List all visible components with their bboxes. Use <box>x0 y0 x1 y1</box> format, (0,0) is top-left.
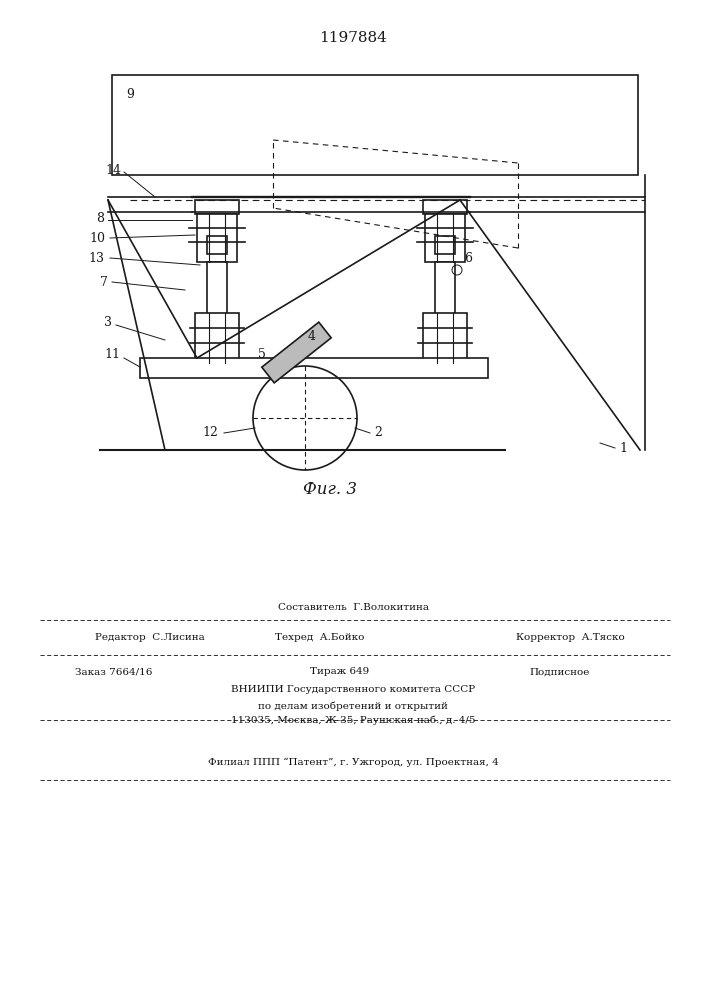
Text: Составитель  Г.Волокитина: Составитель Г.Волокитина <box>278 602 428 611</box>
Text: 6: 6 <box>464 251 472 264</box>
Text: по делам изобретений и открытий: по делам изобретений и открытий <box>258 701 448 711</box>
Text: 1197884: 1197884 <box>319 31 387 45</box>
Text: Фиг. 3: Фиг. 3 <box>303 482 357 498</box>
Polygon shape <box>262 322 331 383</box>
Bar <box>197 214 237 262</box>
Text: Техред  А.Бойко: Техред А.Бойко <box>275 634 365 643</box>
Text: ВНИИПИ Государственного комитета СССР: ВНИИПИ Государственного комитета СССР <box>231 686 475 694</box>
Bar <box>207 262 227 346</box>
Text: 1: 1 <box>619 442 627 454</box>
Text: 7: 7 <box>100 275 108 288</box>
Text: Тираж 649: Тираж 649 <box>310 668 370 676</box>
Text: 9: 9 <box>126 89 134 102</box>
Bar <box>140 358 488 378</box>
Text: 11: 11 <box>104 349 120 361</box>
Bar <box>425 214 465 262</box>
Bar <box>195 200 239 214</box>
Text: 113035, Москва, Ж-35, Раушская наб., д. 4/5: 113035, Москва, Ж-35, Раушская наб., д. … <box>230 715 475 725</box>
Text: 14: 14 <box>105 163 121 176</box>
Text: 5: 5 <box>258 349 266 361</box>
Bar <box>207 236 227 254</box>
Text: Редактор  С.Лисина: Редактор С.Лисина <box>95 634 205 643</box>
Bar <box>195 313 239 363</box>
Text: Подписное: Подписное <box>530 668 590 676</box>
Bar <box>423 200 467 214</box>
Text: 8: 8 <box>96 212 104 225</box>
Bar <box>435 236 455 254</box>
Text: 2: 2 <box>374 426 382 440</box>
Text: 4: 4 <box>308 330 316 344</box>
Text: 10: 10 <box>89 232 105 244</box>
Bar <box>423 313 467 363</box>
Text: 3: 3 <box>104 316 112 328</box>
Text: Филиал ППП “Патент”, г. Ужгород, ул. Проектная, 4: Филиал ППП “Патент”, г. Ужгород, ул. Про… <box>208 757 498 767</box>
Text: 12: 12 <box>202 426 218 440</box>
Text: 13: 13 <box>88 251 104 264</box>
Bar <box>435 262 455 346</box>
Bar <box>112 75 638 175</box>
Text: Заказ 7664/16: Заказ 7664/16 <box>75 668 153 676</box>
Text: Корректор  А.Тяско: Корректор А.Тяско <box>515 634 624 643</box>
